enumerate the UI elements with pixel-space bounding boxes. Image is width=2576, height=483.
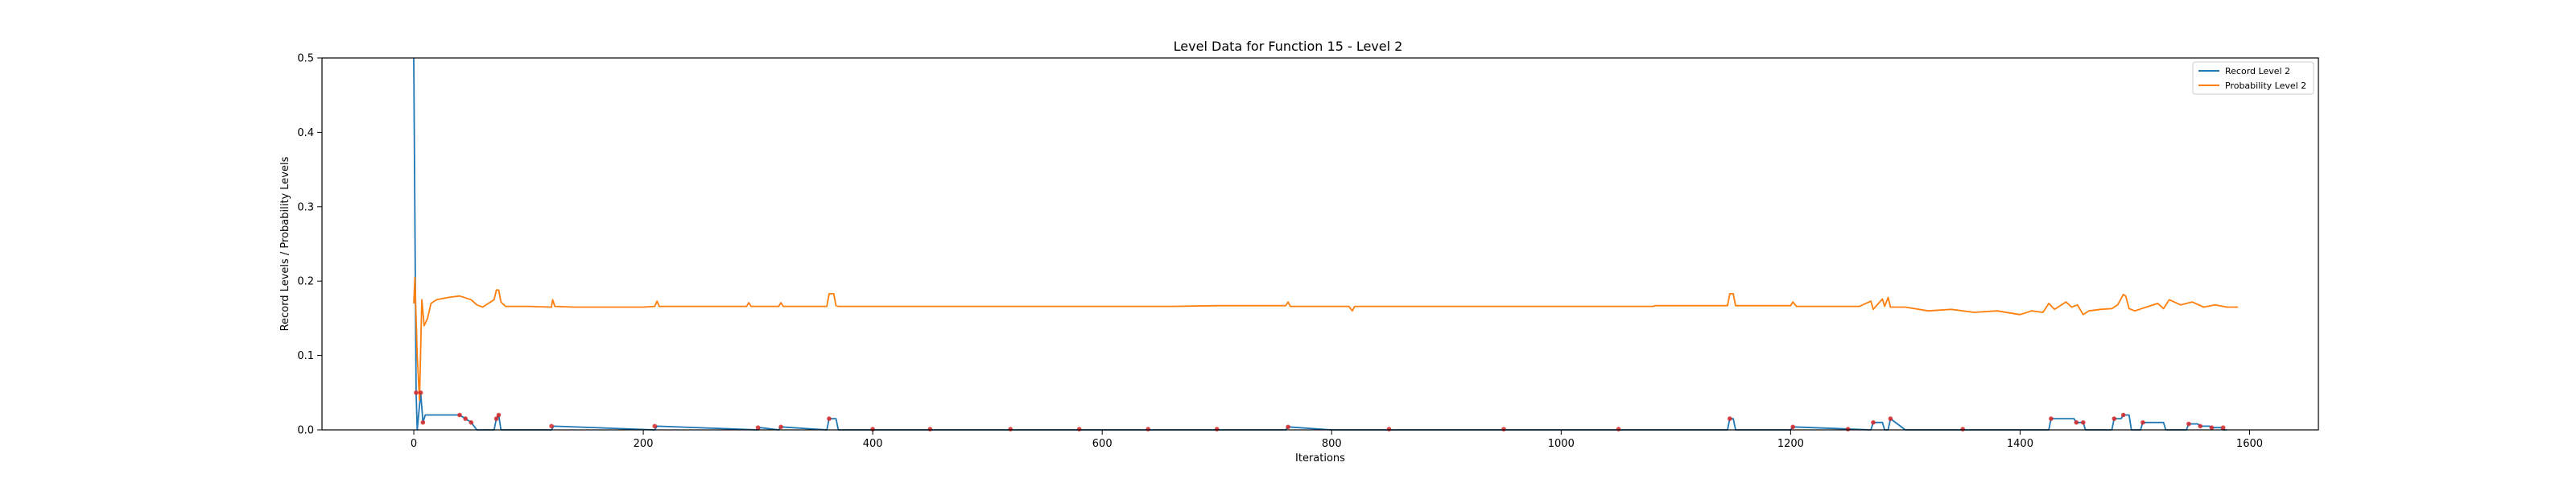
record-marker <box>418 390 423 395</box>
legend: Record Level 2 Probability Level 2 <box>2192 61 2314 95</box>
record-marker <box>652 423 658 429</box>
record-marker <box>827 416 832 421</box>
x-tick-label: 1000 <box>1548 438 1575 450</box>
record-marker <box>469 420 474 425</box>
record-marker <box>2140 420 2145 425</box>
record-marker <box>457 412 462 418</box>
record-marker <box>549 423 554 429</box>
record-marker <box>496 412 502 418</box>
record-marker <box>1871 420 1876 425</box>
record-marker <box>1146 427 1150 431</box>
record-marker <box>2198 423 2202 429</box>
y-tick-label: 0.1 <box>297 350 314 362</box>
record-marker <box>1008 427 1013 431</box>
record-marker <box>1845 427 1851 431</box>
record-marker <box>1960 427 1965 431</box>
record-marker <box>1728 416 1732 421</box>
record-marker <box>1790 424 1795 430</box>
record-marker <box>2112 416 2117 421</box>
record-marker <box>2186 421 2191 427</box>
x-tick-label: 0 <box>411 438 417 450</box>
y-tick-label: 0.0 <box>297 425 314 437</box>
record-marker <box>927 427 933 431</box>
record-marker <box>1616 427 1621 431</box>
record-marker <box>2209 425 2215 430</box>
record-marker <box>414 390 419 395</box>
x-axis: 0 200 400 600 800 1000 1200 1400 1600 <box>411 430 2263 450</box>
legend-label-record: Record Level 2 <box>2225 66 2290 76</box>
x-tick-label: 1600 <box>2236 438 2263 450</box>
legend-box <box>2192 61 2314 95</box>
record-marker <box>1286 424 1290 430</box>
plot-area <box>413 57 2239 431</box>
y-axis: 0.0 0.1 0.2 0.3 0.4 0.5 <box>297 53 322 437</box>
record-marker <box>755 425 761 430</box>
record-marker <box>463 416 468 421</box>
record-marker <box>2220 425 2226 430</box>
y-tick-label: 0.3 <box>297 201 314 213</box>
record-marker <box>1076 427 1082 431</box>
y-tick-label: 0.2 <box>297 276 314 288</box>
record-marker <box>2049 416 2054 421</box>
y-tick-label: 0.4 <box>297 127 314 139</box>
chart-title: Level Data for Function 15 - Level 2 <box>1174 39 1403 54</box>
record-marker <box>2120 412 2126 418</box>
record-marker <box>778 424 783 430</box>
series-line-probability <box>413 276 2239 401</box>
record-marker <box>1501 427 1506 431</box>
record-marker <box>493 416 499 421</box>
x-axis-label: Iterations <box>1295 452 1345 464</box>
record-marker <box>1386 427 1392 431</box>
record-marker <box>2074 420 2079 425</box>
record-marker <box>1214 427 1220 431</box>
x-tick-label: 200 <box>634 438 654 450</box>
x-tick-label: 600 <box>1092 438 1113 450</box>
y-axis-label: Record Levels / Probability Levels <box>279 156 291 331</box>
axes-frame <box>321 57 2319 431</box>
record-marker <box>420 420 426 425</box>
series-line-record <box>413 57 2227 431</box>
y-tick-label: 0.5 <box>297 53 314 65</box>
record-marker <box>2081 420 2086 425</box>
record-marker <box>1888 416 1893 421</box>
x-tick-label: 1400 <box>2007 438 2033 450</box>
x-tick-label: 400 <box>863 438 883 450</box>
x-tick-label: 1200 <box>1777 438 1804 450</box>
legend-label-probability: Probability Level 2 <box>2225 80 2306 91</box>
x-tick-label: 800 <box>1322 438 1342 450</box>
